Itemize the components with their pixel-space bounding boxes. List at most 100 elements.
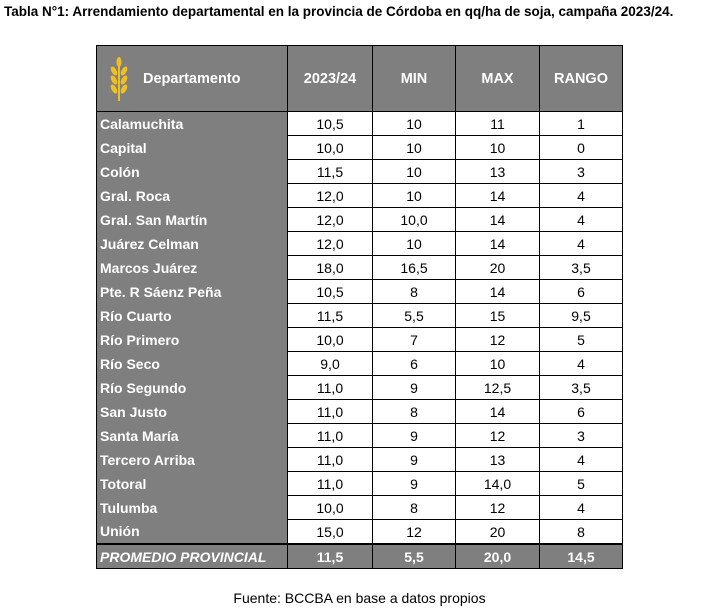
value-cell: 12,0 <box>287 183 373 208</box>
value-cell: 9,5 <box>539 303 623 328</box>
value-cell: 9 <box>372 447 456 472</box>
value-cell: 4 <box>539 495 623 520</box>
value-cell: 11,0 <box>287 399 373 424</box>
value-cell: 14,5 <box>539 543 623 569</box>
value-cell: 4 <box>539 231 623 256</box>
table-row: Santa María 11,0 9 12 3 <box>96 423 623 448</box>
value-cell: 13 <box>455 447 540 472</box>
department-cell: Gral. Roca <box>96 183 288 208</box>
value-cell: 10,5 <box>287 279 373 304</box>
value-cell: 4 <box>539 351 623 376</box>
value-cell: 20 <box>455 255 540 280</box>
value-cell: 14 <box>455 231 540 256</box>
department-cell: Río Cuarto <box>96 303 288 328</box>
value-cell: 12,0 <box>287 207 373 232</box>
column-header-text: 2023/24 <box>303 70 357 87</box>
value-cell: 5,5 <box>372 543 456 569</box>
value-cell: 20 <box>455 519 540 545</box>
column-header: MAX <box>455 45 540 112</box>
table-row: Tercero Arriba 11,0 9 13 4 <box>96 447 623 472</box>
table-row: Tulumba 10,0 8 12 4 <box>96 495 623 520</box>
value-cell: 4 <box>539 207 623 232</box>
value-cell: 10,0 <box>287 327 373 352</box>
table: Departamento 2023/24 MIN MAX RANGO Calamuchi… <box>96 45 623 569</box>
value-cell: 11,0 <box>287 447 373 472</box>
department-cell: Totoral <box>96 471 288 496</box>
value-cell: 4 <box>539 447 623 472</box>
value-cell: 4 <box>539 183 623 208</box>
value-cell: 8 <box>372 279 456 304</box>
department-cell: San Justo <box>96 399 288 424</box>
value-cell: 5,5 <box>372 303 456 328</box>
value-cell: 10,0 <box>372 207 456 232</box>
table-row: PROMEDIO PROVINCIAL 11,5 5,5 20,0 14,5 <box>96 543 623 569</box>
value-cell: 11,0 <box>287 471 373 496</box>
column-header-text: RANGO <box>554 70 608 87</box>
table-row: Totoral 11,0 9 14,0 5 <box>96 471 623 496</box>
value-cell: 9 <box>372 423 456 448</box>
value-cell: 5 <box>539 327 623 352</box>
value-cell: 3 <box>539 423 623 448</box>
value-cell: 12,0 <box>287 231 373 256</box>
value-cell: 15 <box>455 303 540 328</box>
value-cell: 10 <box>372 183 456 208</box>
department-cell: Unión <box>96 519 288 544</box>
table-row: Río Cuarto 11,5 5,5 15 9,5 <box>96 303 623 328</box>
value-cell: 11,0 <box>287 423 373 448</box>
value-cell: 1 <box>539 111 623 136</box>
value-cell: 14 <box>455 279 540 304</box>
column-header-text: MIN <box>400 70 428 87</box>
department-cell: Tulumba <box>96 495 288 520</box>
table-row: Río Primero 10,0 7 12 5 <box>96 327 623 352</box>
department-cell: Calamuchita <box>96 111 288 136</box>
value-cell: 9 <box>372 375 456 400</box>
value-cell: 12 <box>372 519 456 545</box>
value-cell: 0 <box>539 135 623 160</box>
value-cell: 10,0 <box>287 495 373 520</box>
value-cell: 10,0 <box>287 135 373 160</box>
value-cell: 3,5 <box>539 255 623 280</box>
department-cell: Colón <box>96 159 288 184</box>
value-cell: 14,0 <box>455 471 540 496</box>
wheat-icon <box>110 56 128 101</box>
value-cell: 14 <box>455 399 540 424</box>
value-cell: 13 <box>455 159 540 184</box>
column-header-text: MAX <box>481 70 514 87</box>
value-cell: 12 <box>455 423 540 448</box>
value-cell: 10 <box>372 159 456 184</box>
value-cell: 11,5 <box>287 303 373 328</box>
department-cell: Marcos Juárez <box>96 255 288 280</box>
value-cell: 8 <box>372 495 456 520</box>
value-cell: 11,0 <box>287 375 373 400</box>
table-row: Calamuchita 10,5 10 11 1 <box>96 111 623 136</box>
table-row: Juárez Celman 12,0 10 14 4 <box>96 231 623 256</box>
value-cell: 6 <box>539 399 623 424</box>
department-cell: Pte. R Sáenz Peña <box>96 279 288 304</box>
table-row: Pte. R Sáenz Peña 10,5 8 14 6 <box>96 279 623 304</box>
column-header: MIN <box>372 45 456 112</box>
table-row: Unión 15,0 12 20 8 <box>96 519 623 545</box>
table-body: Calamuchita 10,5 10 11 1 Capital 10,0 10 10 0 Coló… <box>96 111 623 569</box>
value-cell: 7 <box>372 327 456 352</box>
value-cell: 11 <box>455 111 540 136</box>
value-cell: 14 <box>455 183 540 208</box>
value-cell: 3 <box>539 159 623 184</box>
header-cell: Departamento <box>97 56 287 101</box>
value-cell: 8 <box>539 519 623 545</box>
department-cell: PROMEDIO PROVINCIAL <box>96 543 288 569</box>
value-cell: 10 <box>372 111 456 136</box>
header-row: Departamento 2023/24 MIN MAX RANGO <box>96 45 623 112</box>
department-cell: Río Primero <box>96 327 288 352</box>
value-cell: 9,0 <box>287 351 373 376</box>
value-cell: 11,5 <box>287 159 373 184</box>
table-row: Colón 11,5 10 13 3 <box>96 159 623 184</box>
column-header: RANGO <box>539 45 623 112</box>
department-cell: Tercero Arriba <box>96 447 288 472</box>
value-cell: 8 <box>372 399 456 424</box>
department-cell: Río Segundo <box>96 375 288 400</box>
department-cell: Gral. San Martín <box>96 207 288 232</box>
department-cell: Juárez Celman <box>96 231 288 256</box>
column-header: Departamento <box>96 45 288 112</box>
value-cell: 11,5 <box>287 543 373 569</box>
value-cell: 12 <box>455 327 540 352</box>
